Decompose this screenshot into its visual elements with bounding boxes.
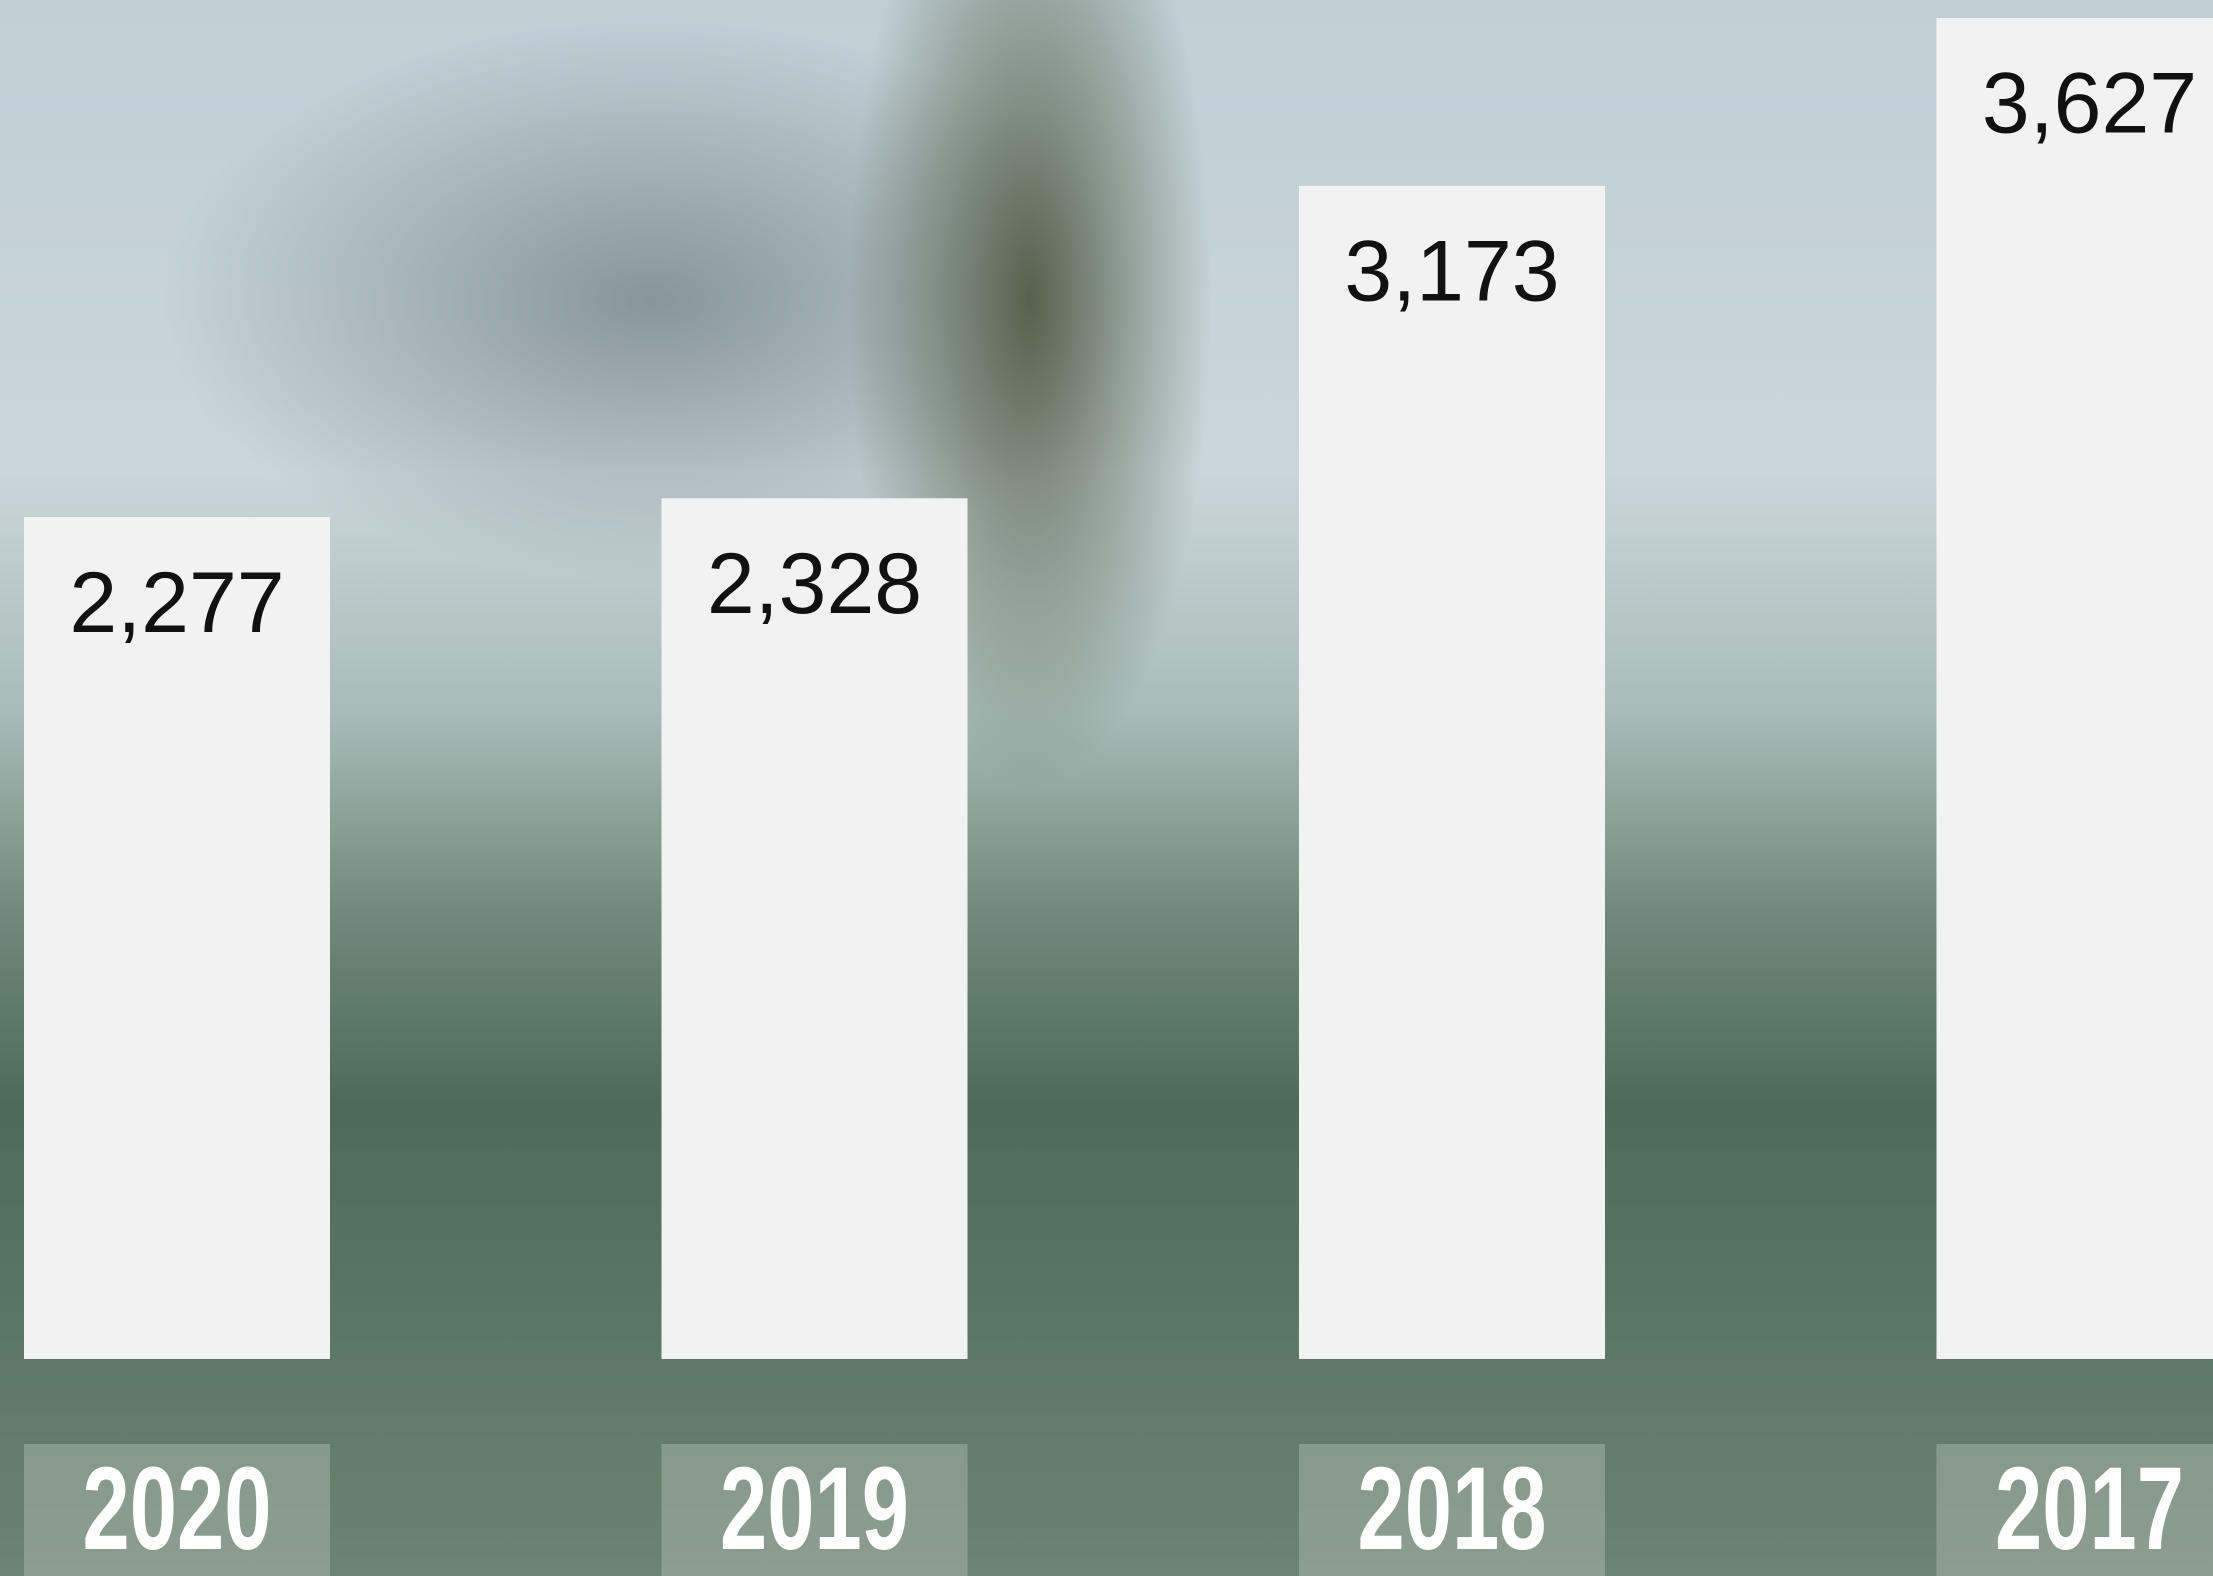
bar [1937,18,2213,1359]
value-label: 3,627 [1982,56,2197,152]
bar [1299,186,1605,1359]
chart: 2,277 2020 2,328 2019 3,173 2018 3,627 2017 [0,0,2213,1576]
x-tick-label: 2019 [720,1442,909,1574]
value-label: 2,328 [707,536,922,632]
value-label: 3,173 [1344,224,1559,320]
x-tick-label: 2018 [1358,1442,1547,1574]
value-label: 2,277 [69,555,284,651]
page: 2,27720202,32820193,17320183,6272017 (()… [0,0,2213,1576]
x-tick-label: 2020 [83,1442,272,1574]
x-tick-label: 2017 [1995,1442,2184,1574]
